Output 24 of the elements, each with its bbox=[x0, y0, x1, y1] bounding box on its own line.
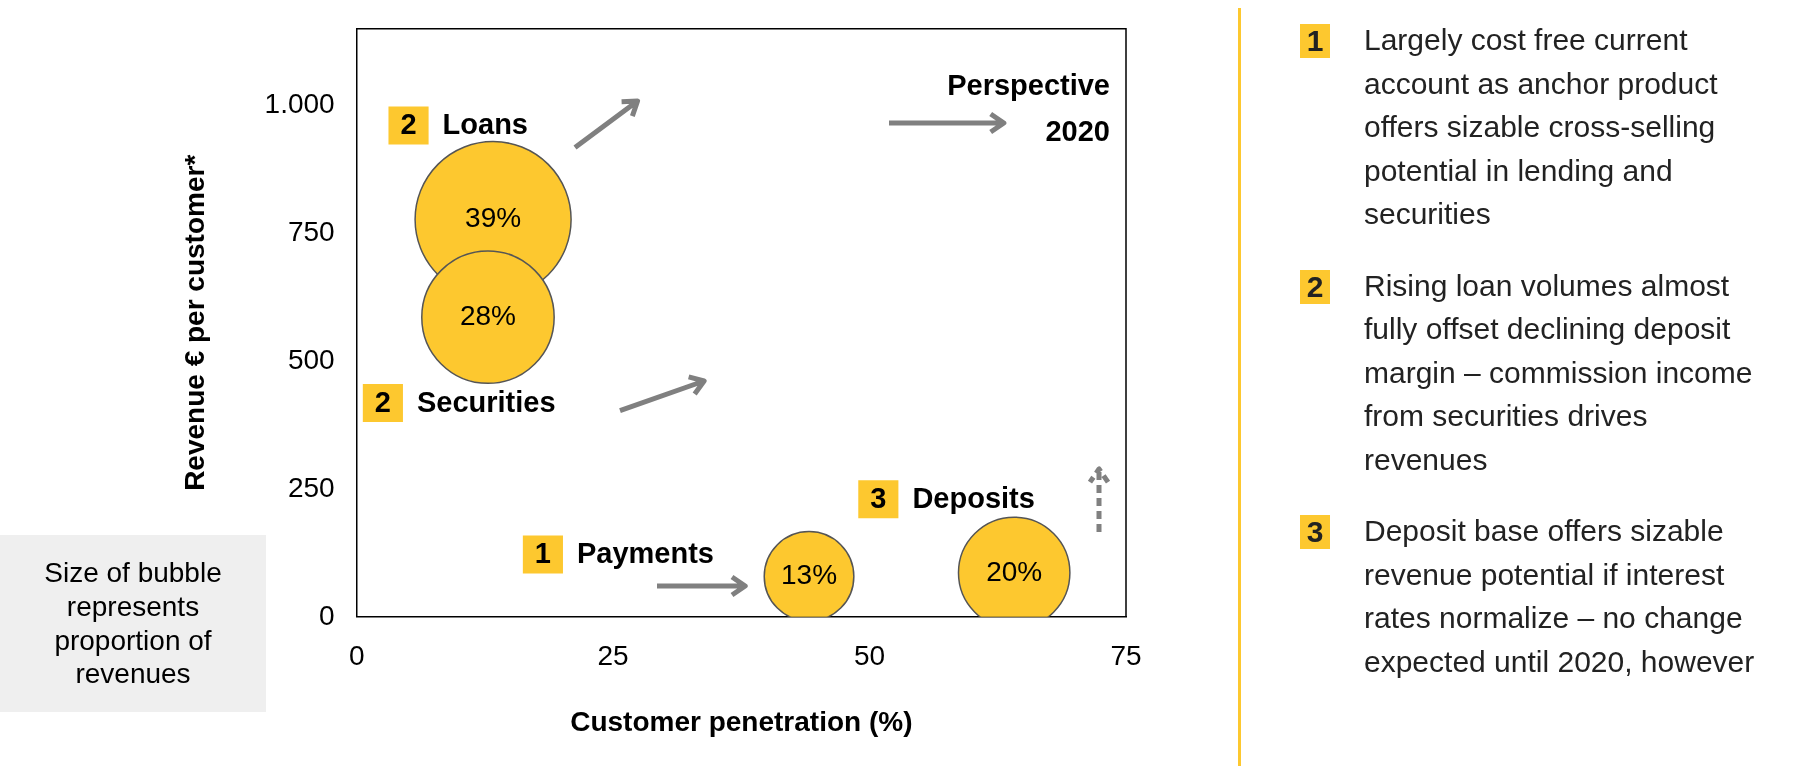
annotation: 2 Loans bbox=[400, 108, 528, 141]
annotation: 3 Deposits bbox=[870, 482, 1035, 515]
x-tick-label: 0 bbox=[348, 640, 365, 672]
y-tick-label: 250 bbox=[287, 471, 335, 503]
text: 3 Deposit base offers sizable revenue potential if interest rates normalize – no change expected until 2020, however bbox=[1306, 514, 1755, 678]
x-tick-label: 75 bbox=[1110, 640, 1142, 672]
annotation: 1 Payments bbox=[534, 537, 714, 570]
y-tick-label: 1.000 bbox=[264, 88, 335, 120]
annotation: 28% bbox=[459, 299, 516, 331]
x-axis-title: Customer penetration (%) bbox=[570, 705, 913, 737]
y-tick-label: 500 bbox=[287, 343, 335, 375]
x-tick-label: 25 bbox=[597, 640, 629, 672]
annotation: 13% bbox=[781, 559, 838, 591]
y-tick-label: 0 bbox=[319, 599, 335, 631]
y-axis-title: Revenue € per customer* bbox=[178, 154, 210, 491]
annotation: Perspective 2020 bbox=[947, 68, 1110, 147]
text: Size of bubble represents proportion of revenues bbox=[0, 535, 266, 712]
text: 1 Largely cost free current account as anchor product offers sizable cross-selling potential in lending and securities bbox=[1306, 23, 1718, 230]
annotation: 2 Securities bbox=[374, 386, 556, 419]
text: 2 Rising loan volumes almost fully offset declining deposit margin – commission income from securities drives revenues bbox=[1306, 268, 1753, 476]
annotation: 20% bbox=[986, 555, 1043, 587]
annotation: 39% bbox=[465, 202, 522, 234]
x-tick-label: 50 bbox=[853, 640, 886, 672]
y-tick-label: 750 bbox=[287, 216, 335, 248]
